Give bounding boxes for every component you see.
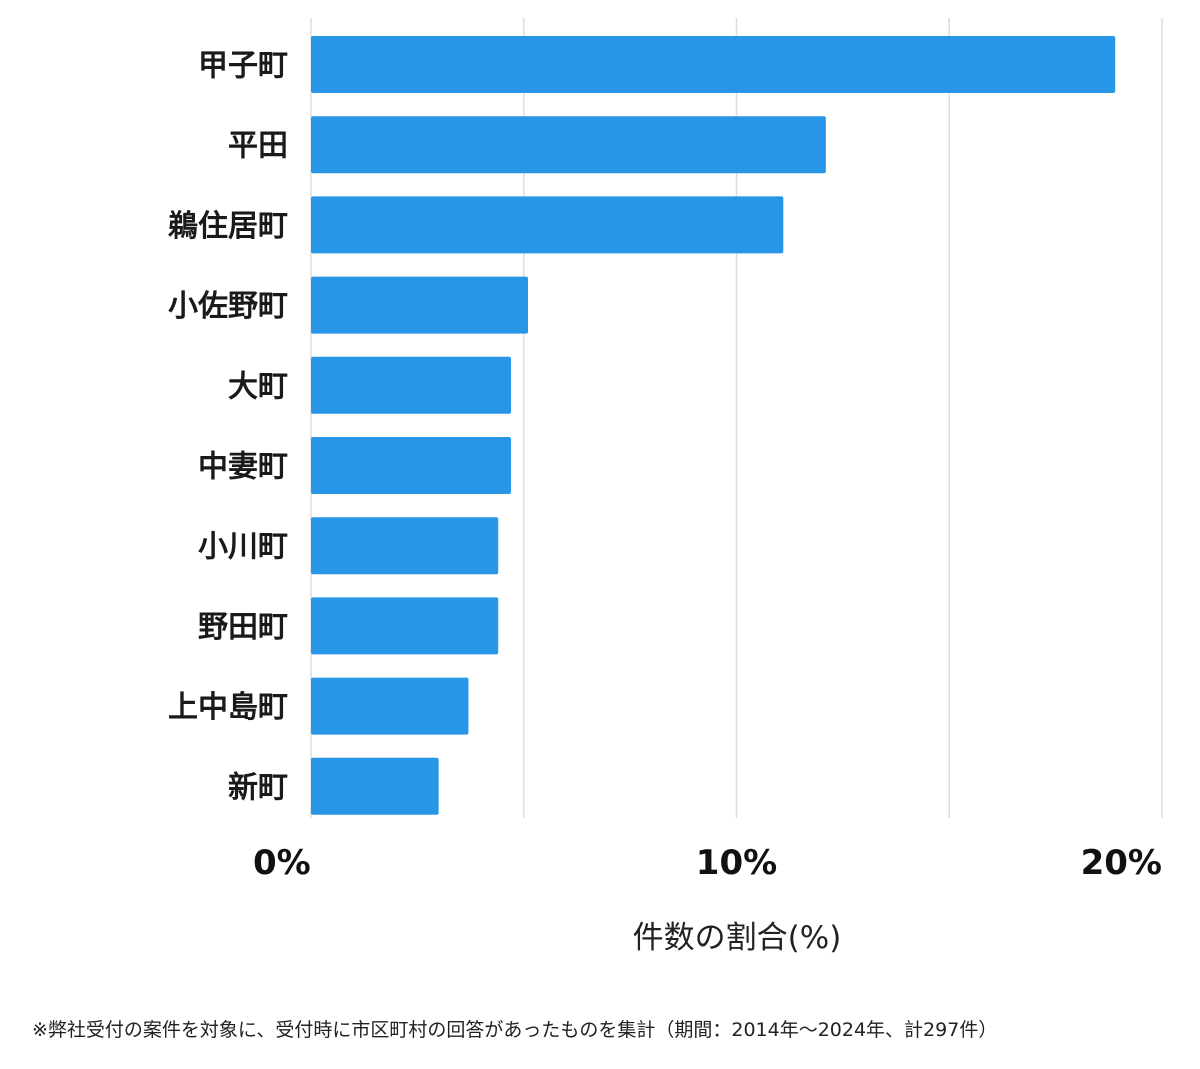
bar-0	[311, 36, 1116, 93]
bar-8	[311, 677, 469, 735]
bar-4	[311, 356, 511, 414]
category-label-3: 小佐野町	[168, 289, 288, 324]
x-tick-labels: 0% 10% 20%	[253, 843, 1162, 883]
category-label-8: 上中島町	[168, 690, 288, 725]
category-label-9: 新町	[228, 770, 288, 805]
bar-3	[311, 276, 529, 334]
bar-5	[311, 437, 511, 494]
category-label-6: 小川町	[198, 530, 288, 565]
category-label-4: 大町	[228, 369, 288, 404]
footnote: ※弊社受付の案件を対象に、受付時に市区町村の回答があったものを集計（期間：201…	[32, 1019, 998, 1041]
bar-1	[311, 116, 826, 174]
bar-7	[311, 597, 499, 655]
category-label-7: 野田町	[198, 610, 288, 645]
x-tick-label-1: 10%	[696, 843, 777, 883]
bar-2	[311, 196, 784, 254]
category-label-5: 中妻町	[198, 450, 288, 485]
category-label-2: 鵜住居町	[168, 209, 288, 244]
category-label-1: 平田	[228, 129, 288, 164]
category-label-0: 甲子町	[198, 49, 288, 84]
bar-6	[311, 517, 499, 575]
x-tick-label-0: 0%	[253, 843, 311, 883]
bar-9	[311, 757, 439, 815]
bars	[311, 36, 1116, 815]
x-axis-title: 件数の割合(%)	[633, 920, 842, 956]
x-tick-label-2: 20%	[1081, 843, 1162, 883]
